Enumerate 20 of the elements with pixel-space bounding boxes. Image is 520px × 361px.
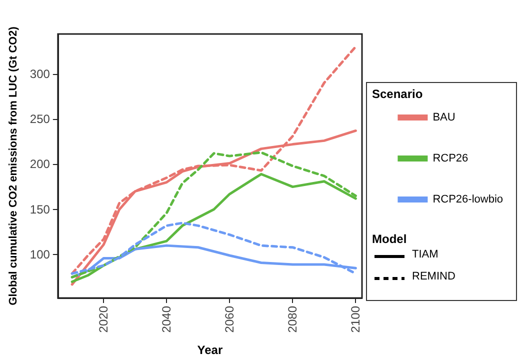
y-tick-label: 100 [30,248,50,262]
y-tick-label: 300 [30,66,50,81]
legend-title: Scenario [372,87,423,101]
legend-label: RCP26-lowbio [432,194,504,206]
text: REMIND [412,270,456,282]
x-tick-label: 2020 [96,306,111,333]
x-tick-label: 2100 [348,306,363,333]
line-series [70,222,357,275]
legend-label: RCP26 [432,152,468,164]
x-axis-title: Year [197,343,223,357]
legend-label: BAU [432,112,456,124]
y-tick-label: 200 [30,157,50,172]
text: Model [372,232,407,246]
y-tick-label: 250 [30,112,50,126]
x-tick-label: 2080 [286,306,300,333]
y-tick-label: 150 [30,202,50,216]
text: TIAM [412,248,438,260]
x-tick-label: 2040 [160,306,174,333]
y-axis-title: Global cumulative CO2 emissions from LUC (Gt CO2) [8,26,20,306]
x-tick-label: 2060 [222,306,237,333]
